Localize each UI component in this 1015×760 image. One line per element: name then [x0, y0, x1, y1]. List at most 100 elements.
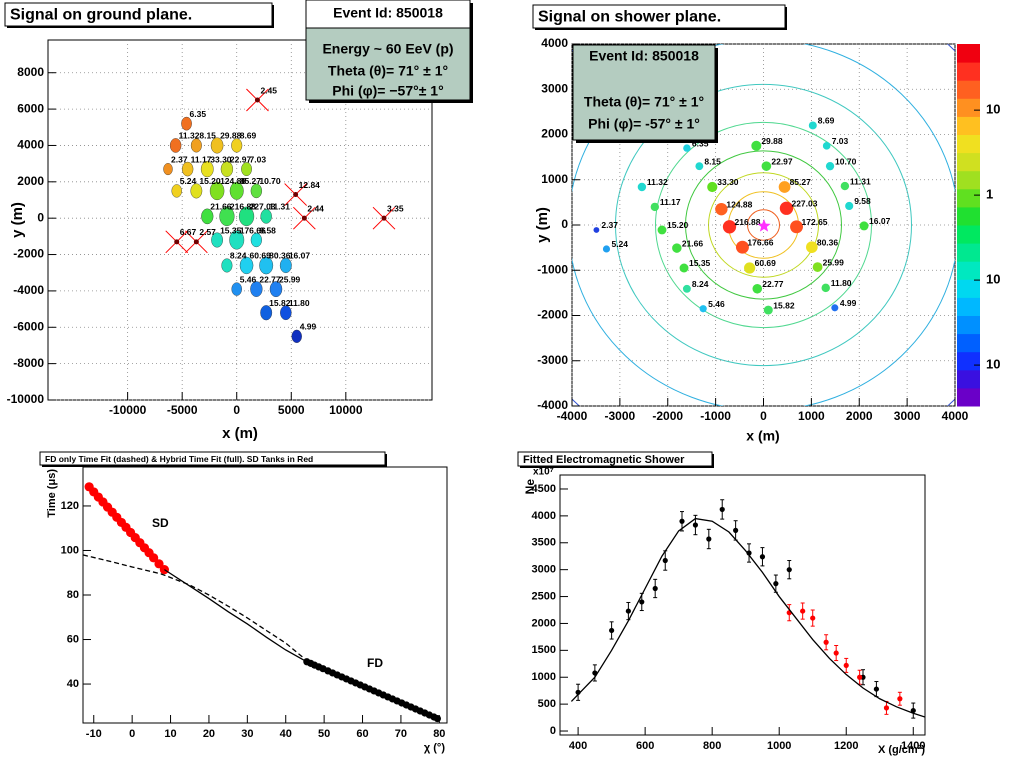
- station: [695, 162, 704, 171]
- signal-label: 25.99: [279, 274, 301, 284]
- info-line: Event Id: 850018: [333, 5, 443, 21]
- chart-title: Signal on ground plane.: [10, 7, 192, 24]
- palette-band: [957, 261, 980, 280]
- station: [280, 305, 292, 321]
- z-tick-label: 10: [986, 272, 1000, 287]
- signal-label: 60.69: [755, 258, 777, 268]
- station: [260, 305, 273, 321]
- station: [231, 282, 242, 296]
- y-tick-label: 3000: [532, 564, 556, 576]
- y-axis-label: Time (μs): [46, 469, 58, 518]
- z-tick-label: 10: [986, 357, 1000, 372]
- x-tick-label: 600: [636, 740, 654, 752]
- signal-label: 227.03: [791, 199, 817, 209]
- y-tick-label: 100: [61, 544, 79, 556]
- y-tick-label: 4500: [532, 483, 556, 495]
- cross-marker: [372, 206, 396, 230]
- palette-band: [957, 297, 980, 316]
- signal-label: 33.30: [210, 154, 232, 164]
- signal-label: 5.24: [180, 176, 197, 186]
- y-tick-label: -4000: [13, 283, 44, 297]
- station: [163, 163, 173, 176]
- signal-label: 8.69: [818, 116, 835, 126]
- x-tick-label: 400: [569, 740, 587, 752]
- signal-label: 2.45: [260, 85, 277, 95]
- data-point: [733, 527, 739, 533]
- x-tick-label: 0: [129, 728, 135, 740]
- signal-label: 11.32: [179, 131, 200, 141]
- signal-label: 22.97: [771, 156, 793, 166]
- signal-label: 12.84: [299, 180, 321, 190]
- station: [239, 256, 254, 275]
- station: [181, 161, 194, 177]
- core-marker: [757, 219, 771, 232]
- y-axis-label: y (m): [9, 202, 26, 238]
- data-point: [857, 674, 863, 680]
- station: [229, 181, 244, 200]
- palette-band: [957, 279, 980, 298]
- signal-label: 7.03: [250, 154, 267, 164]
- data-point: [897, 696, 903, 702]
- station: [211, 232, 223, 248]
- station: [291, 329, 302, 343]
- y-tick-label: 6000: [17, 101, 44, 115]
- station: [201, 208, 214, 225]
- signal-label: 4.99: [300, 322, 317, 332]
- data-layer: [570, 499, 925, 719]
- signal-label: 22.77: [762, 279, 784, 289]
- fit-line: [164, 569, 438, 720]
- palette-band: [957, 80, 980, 99]
- palette-band: [957, 387, 980, 407]
- signal-label: 7.03: [832, 136, 849, 146]
- palette-band: [957, 44, 980, 63]
- signal-label: 8.24: [692, 279, 709, 289]
- data-layer: [163, 88, 396, 343]
- x-tick-label: 10000: [329, 403, 363, 417]
- y-tick-label: -6000: [13, 319, 44, 333]
- station: [250, 281, 263, 297]
- signal-label: 5.46: [708, 299, 725, 309]
- data-layer: [83, 482, 442, 723]
- y-tick-label: -8000: [13, 356, 44, 370]
- station: [806, 241, 818, 253]
- x-axis-label: x (m): [746, 428, 779, 444]
- cross-center: [293, 192, 299, 198]
- station: [200, 160, 214, 178]
- y-multiplier: x10⁷: [533, 467, 554, 478]
- data-point: [692, 522, 699, 528]
- station: [650, 202, 660, 212]
- palette-band: [957, 315, 980, 335]
- palette-band: [957, 134, 980, 154]
- info-line: Theta (θ)= 71° ± 1°: [584, 94, 704, 110]
- signal-label: 11.17: [191, 154, 212, 164]
- z-tick-label: 1: [986, 187, 993, 202]
- signal-label: 60.69: [250, 251, 272, 261]
- station: [190, 138, 202, 153]
- cross-center: [381, 215, 387, 221]
- x-tick-label: 3000: [894, 409, 921, 423]
- station: [260, 209, 272, 224]
- y-tick-label: 1000: [532, 671, 556, 683]
- station: [845, 201, 854, 211]
- data-point: [800, 608, 806, 614]
- data-point: [823, 639, 829, 645]
- data-point: [149, 553, 159, 563]
- station: [269, 281, 283, 298]
- x-tick-label: 70: [395, 728, 407, 740]
- y-tick-label: -1000: [537, 262, 568, 276]
- station: [279, 257, 292, 274]
- annotation: FD: [367, 656, 383, 670]
- x-tick-label: 0: [233, 403, 240, 417]
- signal-label: 6.35: [190, 109, 207, 119]
- signal-label: 172.65: [802, 217, 828, 227]
- station: [219, 206, 235, 227]
- signal-label: 2.44: [307, 203, 324, 213]
- station: [169, 138, 182, 153]
- palette-band: [957, 369, 980, 389]
- station: [751, 140, 762, 151]
- station: [761, 161, 772, 171]
- x-tick-label: -5000: [167, 403, 198, 417]
- x-tick-label: 60: [356, 728, 368, 740]
- contour: [685, 150, 842, 300]
